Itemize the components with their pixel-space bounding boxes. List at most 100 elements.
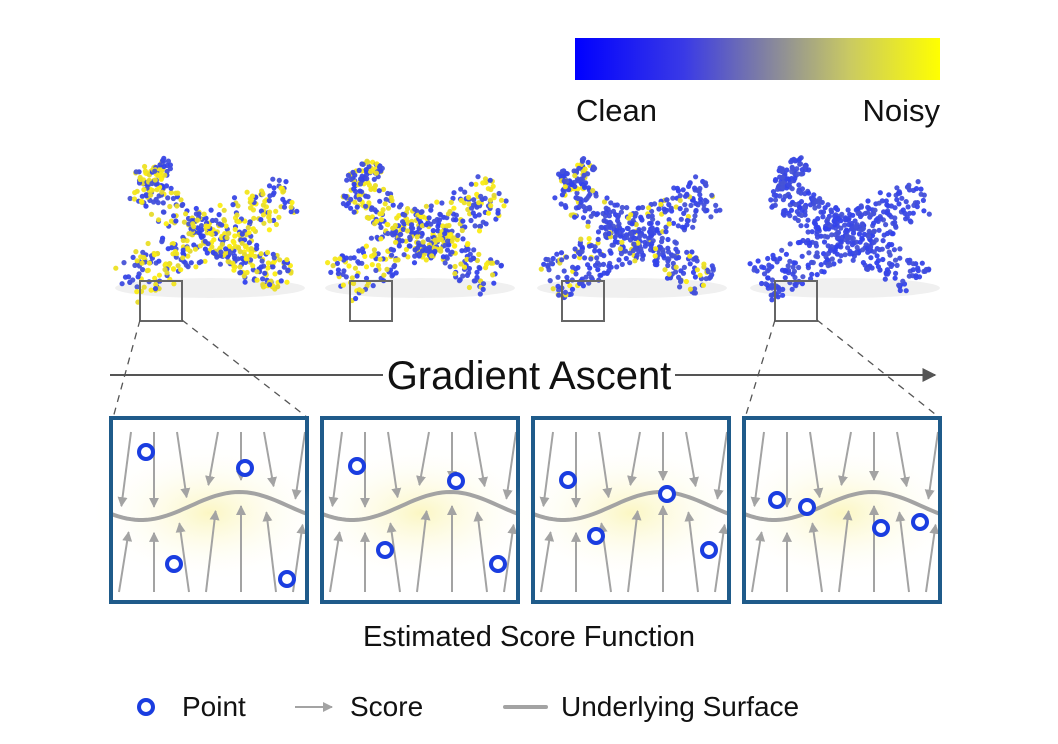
cloud-point: [576, 165, 582, 171]
cloud-point: [585, 185, 592, 191]
cloud-point: [612, 238, 618, 245]
cloud-point: [423, 257, 429, 263]
cloud-point: [619, 239, 625, 245]
cloud-point: [671, 253, 677, 259]
point-marker: [165, 555, 183, 573]
cloud-point: [602, 213, 608, 219]
score-arrow: [416, 431, 430, 487]
cloud-point: [248, 246, 254, 252]
cloud-point: [272, 271, 278, 277]
cloud-point: [703, 276, 709, 282]
cloud-point: [373, 267, 379, 273]
cloud-point: [856, 231, 863, 237]
cloud-point: [350, 169, 356, 175]
cloud-point: [171, 281, 177, 287]
cloud-point: [250, 226, 256, 232]
cloud-point: [816, 198, 822, 204]
cloud-point: [355, 259, 361, 265]
score-arrow: [838, 431, 852, 487]
cloud-point: [584, 195, 590, 202]
cloud-point: [430, 228, 436, 234]
cloud-point: [829, 244, 835, 250]
cloud-point: [903, 288, 909, 294]
point-marker: [587, 527, 605, 545]
cloud-point: [170, 195, 176, 202]
cloud-point: [237, 270, 243, 276]
cloud-point: [239, 240, 245, 246]
point-marker: [768, 491, 786, 509]
cloud-point: [467, 251, 473, 257]
cloud-point: [442, 231, 448, 237]
cloud-point: [687, 253, 693, 259]
cloud-point: [370, 283, 376, 289]
cloud-point: [595, 229, 602, 235]
cloud-point: [397, 232, 403, 238]
cloud-point: [218, 249, 224, 255]
score-arrow: [627, 431, 641, 487]
cloud-point: [477, 223, 483, 229]
cloud-point: [353, 295, 359, 302]
cloud-point: [471, 247, 477, 253]
cloud-point: [616, 221, 622, 227]
cloud-point: [910, 210, 916, 216]
cloud-point: [555, 283, 561, 289]
cloud-point: [670, 260, 676, 266]
cloud-point: [908, 219, 914, 225]
cloud-point: [491, 192, 497, 198]
cloud-point: [665, 236, 671, 243]
cloud-point: [677, 193, 683, 199]
score-arrow: [416, 510, 431, 593]
cloud-point: [265, 249, 271, 256]
cloud-point: [401, 252, 407, 258]
cloud-point: [615, 212, 622, 218]
cloud-point: [351, 181, 357, 187]
cloud-point: [392, 262, 398, 269]
cloud-point: [173, 218, 179, 224]
cloud-point: [141, 187, 147, 193]
cloud-point: [607, 209, 613, 215]
cloud-point: [282, 200, 288, 206]
cloud-point: [412, 206, 418, 212]
cloud-point: [918, 186, 924, 192]
cloud-point: [637, 233, 643, 239]
cloud-point: [769, 297, 775, 303]
cloud-point: [231, 195, 238, 201]
cloud-point: [848, 235, 854, 241]
cloud-point: [344, 177, 350, 183]
cloud-point: [243, 256, 249, 262]
cloud-point: [366, 200, 372, 206]
cloud-point: [435, 228, 441, 234]
cloud-point: [474, 257, 480, 264]
cloud-point: [183, 211, 189, 217]
cloud-point: [414, 229, 420, 236]
cloud-point: [270, 176, 276, 182]
cloud-point: [267, 209, 273, 215]
cloud-point: [249, 252, 255, 258]
cloud-point: [638, 214, 644, 220]
cloud-point: [127, 279, 133, 285]
cloud-point: [133, 249, 139, 255]
cloud-point: [779, 247, 785, 253]
cloud-point: [418, 209, 424, 215]
cloud-point: [874, 253, 880, 259]
cloud-point: [780, 180, 786, 186]
cloud-point: [808, 276, 814, 282]
cloud-point: [281, 188, 287, 194]
cloud-point: [562, 203, 568, 209]
cloud-point: [158, 176, 164, 182]
cloud-point: [794, 209, 800, 215]
cloud-point: [423, 222, 429, 228]
cloud-point: [552, 195, 558, 201]
cloud-point: [747, 261, 753, 267]
cloud-point: [854, 244, 860, 251]
cloud-point: [701, 206, 707, 212]
cloud-point: [490, 272, 496, 278]
cloud-point: [145, 267, 151, 273]
cloud-point: [680, 187, 686, 193]
cloud-point: [813, 243, 819, 249]
cloud-point: [210, 249, 216, 256]
score-arrow: [386, 522, 401, 593]
cloud-point: [468, 181, 474, 187]
cloud-point: [152, 177, 158, 183]
cloud-point: [701, 261, 707, 267]
